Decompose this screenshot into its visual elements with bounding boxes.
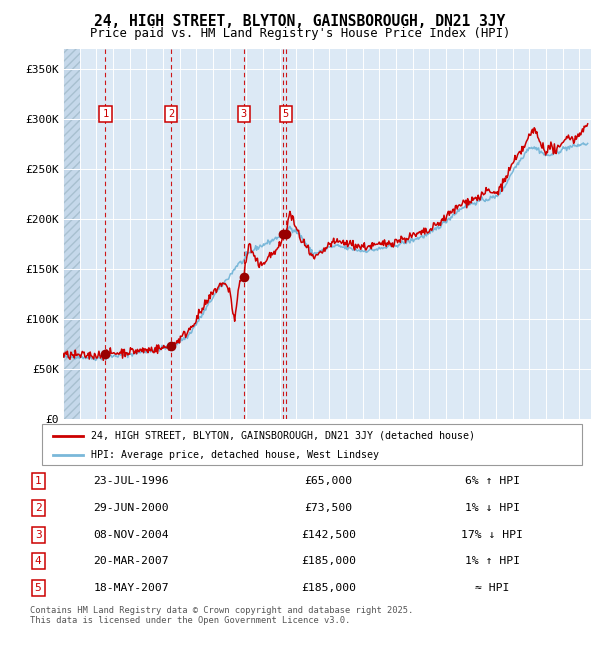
Text: This data is licensed under the Open Government Licence v3.0.: This data is licensed under the Open Gov…	[30, 616, 350, 625]
Text: 5: 5	[35, 583, 41, 593]
Text: 1: 1	[103, 109, 109, 119]
Text: Price paid vs. HM Land Registry's House Price Index (HPI): Price paid vs. HM Land Registry's House …	[90, 27, 510, 40]
Text: 1: 1	[35, 476, 41, 486]
Text: 4: 4	[35, 556, 41, 566]
Text: HPI: Average price, detached house, West Lindsey: HPI: Average price, detached house, West…	[91, 450, 379, 460]
Text: 6% ↑ HPI: 6% ↑ HPI	[464, 476, 520, 486]
Text: 3: 3	[35, 530, 41, 540]
FancyBboxPatch shape	[42, 424, 582, 465]
Text: £185,000: £185,000	[301, 583, 356, 593]
Text: 24, HIGH STREET, BLYTON, GAINSBOROUGH, DN21 3JY (detached house): 24, HIGH STREET, BLYTON, GAINSBOROUGH, D…	[91, 431, 475, 441]
Text: 3: 3	[241, 109, 247, 119]
Text: £185,000: £185,000	[301, 556, 356, 566]
Text: 08-NOV-2004: 08-NOV-2004	[94, 530, 169, 540]
Text: 17% ↓ HPI: 17% ↓ HPI	[461, 530, 523, 540]
Text: 20-MAR-2007: 20-MAR-2007	[94, 556, 169, 566]
Text: £142,500: £142,500	[301, 530, 356, 540]
Text: £73,500: £73,500	[304, 503, 353, 513]
Text: 2: 2	[35, 503, 41, 513]
Text: 2: 2	[168, 109, 174, 119]
Text: ≈ HPI: ≈ HPI	[475, 583, 509, 593]
Text: 24, HIGH STREET, BLYTON, GAINSBOROUGH, DN21 3JY: 24, HIGH STREET, BLYTON, GAINSBOROUGH, D…	[94, 14, 506, 29]
Text: 23-JUL-1996: 23-JUL-1996	[94, 476, 169, 486]
Text: Contains HM Land Registry data © Crown copyright and database right 2025.: Contains HM Land Registry data © Crown c…	[30, 606, 413, 615]
Text: 1% ↓ HPI: 1% ↓ HPI	[464, 503, 520, 513]
Text: 29-JUN-2000: 29-JUN-2000	[94, 503, 169, 513]
Text: 1% ↑ HPI: 1% ↑ HPI	[464, 556, 520, 566]
Text: 18-MAY-2007: 18-MAY-2007	[94, 583, 169, 593]
Text: 5: 5	[283, 109, 289, 119]
Text: £65,000: £65,000	[304, 476, 353, 486]
